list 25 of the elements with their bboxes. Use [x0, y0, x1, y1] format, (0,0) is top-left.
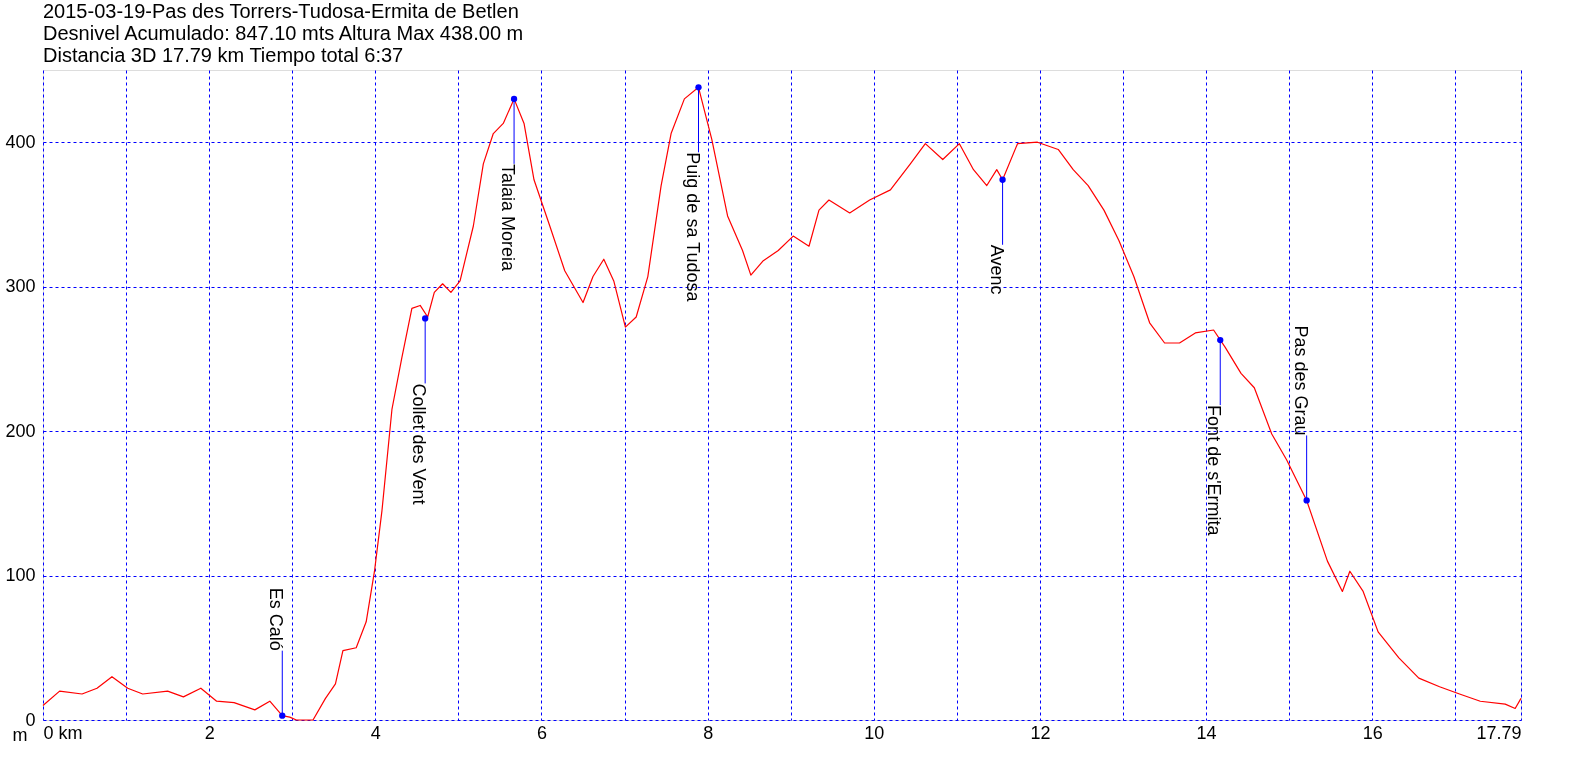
annotation: Puig de sa Tudosa: [682, 152, 703, 303]
y-tick-label: 100: [5, 565, 36, 586]
annotation: Pas des Grau: [1290, 325, 1311, 436]
x-tick-label: 16: [1362, 722, 1383, 743]
chart-title: 2015-03-19-Pas des Torrers-Tudosa-Ermita de Betlen: [43, 0, 519, 22]
x-tick-label: 10: [864, 722, 885, 743]
x-tick-label: 12: [1030, 722, 1051, 743]
annotation: Es Caló: [266, 587, 287, 651]
y-tick-label: 0: [25, 709, 36, 730]
annotation: Avenc: [986, 244, 1007, 295]
x-tick-label: 0 km: [43, 722, 83, 743]
x-tick-label: 2: [204, 722, 215, 743]
x-tick-label: 14: [1196, 722, 1217, 743]
x-tick-label: 17.79: [1476, 722, 1522, 743]
annotation: Font de s'Ermita: [1204, 405, 1225, 537]
x-tick-label: 8: [703, 722, 714, 743]
y-axis-title: m: [12, 724, 28, 745]
chart-subtitle: Desnivel Acumulado: 847.10 mts Altura Max 438.00 m Distancia 3D 17.79 km Tiempo total 6:37: [43, 22, 524, 66]
y-tick-label: 200: [5, 420, 36, 441]
annotation: Collet des Vent: [409, 383, 430, 505]
annotation: Talaia Moreia: [498, 163, 519, 272]
x-tick-label: 4: [370, 722, 381, 743]
x-tick-label: 6: [536, 722, 547, 743]
y-tick-label: 400: [5, 131, 36, 152]
y-tick-label: 300: [5, 276, 36, 297]
